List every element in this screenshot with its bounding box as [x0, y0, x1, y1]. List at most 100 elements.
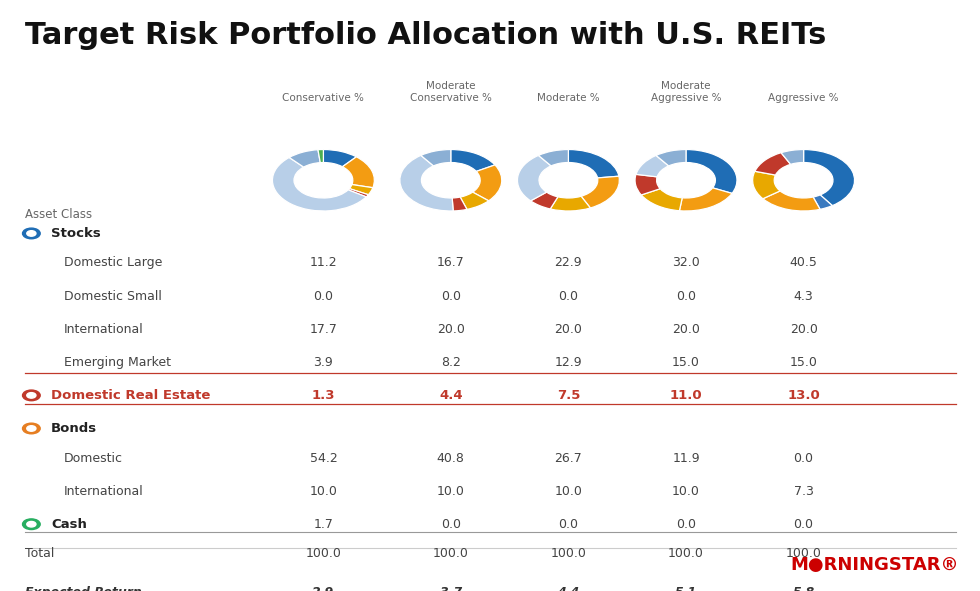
Text: Expected Return: Expected Return — [24, 586, 141, 591]
Wedge shape — [342, 157, 374, 188]
Text: 7.3: 7.3 — [794, 485, 813, 498]
Text: 17.7: 17.7 — [310, 323, 337, 336]
Wedge shape — [348, 189, 368, 197]
Text: International: International — [64, 485, 143, 498]
Wedge shape — [451, 150, 495, 171]
Wedge shape — [656, 150, 686, 166]
Wedge shape — [289, 150, 320, 167]
Circle shape — [26, 392, 36, 398]
Text: 3.9: 3.9 — [314, 356, 333, 369]
Text: Aggressive %: Aggressive % — [768, 93, 839, 103]
Text: 0.0: 0.0 — [559, 518, 578, 531]
Text: 32.0: 32.0 — [672, 256, 700, 269]
Text: 40.5: 40.5 — [790, 256, 817, 269]
Text: 0.0: 0.0 — [559, 290, 578, 303]
Text: 0.0: 0.0 — [794, 452, 813, 465]
Circle shape — [23, 228, 40, 239]
Wedge shape — [686, 150, 737, 193]
Text: 16.7: 16.7 — [437, 256, 465, 269]
Wedge shape — [581, 176, 619, 208]
Text: 40.8: 40.8 — [437, 452, 465, 465]
Circle shape — [26, 521, 36, 527]
Text: 3.7: 3.7 — [440, 586, 462, 591]
Text: 10.0: 10.0 — [437, 485, 465, 498]
Wedge shape — [679, 188, 732, 211]
Circle shape — [23, 423, 40, 434]
Wedge shape — [781, 150, 804, 164]
Text: 1.3: 1.3 — [312, 389, 335, 402]
Text: 20.0: 20.0 — [790, 323, 817, 336]
Text: 8.2: 8.2 — [441, 356, 461, 369]
Text: Stocks: Stocks — [51, 227, 101, 240]
Text: 0.0: 0.0 — [794, 518, 813, 531]
Wedge shape — [323, 150, 357, 167]
Text: 100.0: 100.0 — [433, 547, 468, 560]
Text: 13.0: 13.0 — [787, 389, 820, 402]
Text: Domestic Small: Domestic Small — [64, 290, 162, 303]
Text: 11.2: 11.2 — [310, 256, 337, 269]
Circle shape — [23, 519, 40, 530]
Wedge shape — [349, 184, 372, 194]
Wedge shape — [400, 155, 453, 211]
Text: 11.9: 11.9 — [672, 452, 700, 465]
Text: 4.4: 4.4 — [558, 586, 579, 591]
Text: Domestic: Domestic — [64, 452, 122, 465]
Text: 1.7: 1.7 — [314, 518, 333, 531]
Wedge shape — [762, 191, 820, 211]
Circle shape — [26, 426, 36, 431]
Text: 100.0: 100.0 — [551, 547, 586, 560]
Wedge shape — [804, 150, 855, 206]
Text: 7.5: 7.5 — [557, 389, 580, 402]
Circle shape — [23, 390, 40, 401]
Text: 10.0: 10.0 — [672, 485, 700, 498]
Text: 10.0: 10.0 — [555, 485, 582, 498]
Wedge shape — [538, 150, 568, 166]
Text: Bonds: Bonds — [51, 422, 97, 435]
Wedge shape — [635, 174, 661, 195]
Text: 0.0: 0.0 — [314, 290, 333, 303]
Text: 5.8: 5.8 — [793, 586, 814, 591]
Text: 12.9: 12.9 — [555, 356, 582, 369]
Wedge shape — [813, 195, 832, 209]
Text: 0.0: 0.0 — [441, 290, 461, 303]
Text: 100.0: 100.0 — [786, 547, 821, 560]
Text: 20.0: 20.0 — [672, 323, 700, 336]
Wedge shape — [568, 150, 619, 178]
Text: 20.0: 20.0 — [437, 323, 465, 336]
Text: 22.9: 22.9 — [555, 256, 582, 269]
Wedge shape — [461, 192, 489, 209]
Text: Cash: Cash — [51, 518, 87, 531]
Text: 100.0: 100.0 — [668, 547, 704, 560]
Wedge shape — [452, 197, 467, 211]
Text: 26.7: 26.7 — [555, 452, 582, 465]
Text: 0.0: 0.0 — [676, 290, 696, 303]
Text: 10.0: 10.0 — [310, 485, 337, 498]
Text: 54.2: 54.2 — [310, 452, 337, 465]
Text: 15.0: 15.0 — [672, 356, 700, 369]
Text: 0.0: 0.0 — [441, 518, 461, 531]
Wedge shape — [636, 155, 668, 177]
Text: Moderate %: Moderate % — [537, 93, 600, 103]
Text: International: International — [64, 323, 143, 336]
Wedge shape — [272, 157, 367, 211]
Text: 15.0: 15.0 — [790, 356, 817, 369]
Text: Moderate
Aggressive %: Moderate Aggressive % — [651, 81, 721, 103]
Wedge shape — [472, 165, 502, 201]
Wedge shape — [318, 150, 323, 163]
Text: 5.1: 5.1 — [675, 586, 697, 591]
Text: 4.4: 4.4 — [439, 389, 463, 402]
Text: Emerging Market: Emerging Market — [64, 356, 171, 369]
Wedge shape — [755, 152, 791, 175]
Circle shape — [26, 230, 36, 236]
Text: 100.0: 100.0 — [306, 547, 341, 560]
Text: M●RNINGSTAR®: M●RNINGSTAR® — [790, 557, 958, 574]
Wedge shape — [550, 196, 590, 211]
Wedge shape — [420, 150, 451, 166]
Text: 20.0: 20.0 — [555, 323, 582, 336]
Wedge shape — [517, 155, 551, 201]
Text: 11.0: 11.0 — [669, 389, 703, 402]
Wedge shape — [530, 192, 558, 209]
Wedge shape — [641, 189, 682, 211]
Text: Total: Total — [24, 547, 54, 560]
Text: 4.3: 4.3 — [794, 290, 813, 303]
